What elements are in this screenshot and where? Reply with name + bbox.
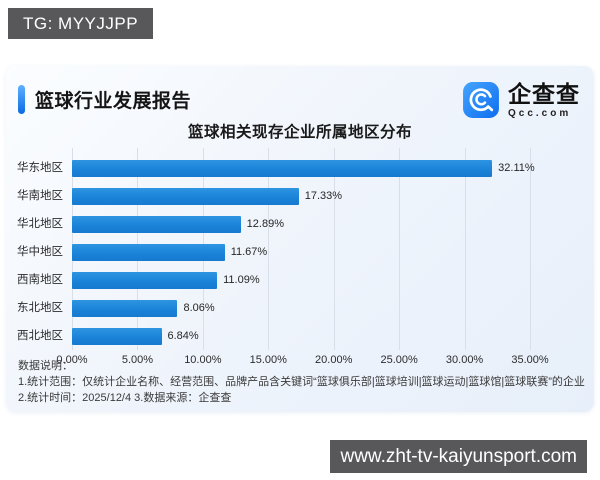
bar-area: 11.67%: [72, 238, 530, 266]
qcc-logo-name: 企查查: [508, 80, 580, 107]
bar-chart: 华东地区 32.11% 华南地区 17.33% 华北地区 12.89% 华中地区 11.67%…: [6, 148, 594, 370]
qcc-magnifier-icon: [463, 82, 499, 118]
x-tick-label: 5.00%: [121, 354, 154, 366]
bar-area: 32.11%: [72, 154, 535, 182]
x-tick-label: 0.00%: [56, 354, 88, 366]
notes-line-2: 2.统计时间：2025/12/4 3.数据来源：企查查: [18, 392, 232, 404]
qcc-logo-text: 企查查 Qcc.com: [508, 82, 580, 119]
bar-value-label: 17.33%: [304, 190, 343, 202]
gridline: [399, 148, 401, 350]
x-tick-label: 15.00%: [249, 354, 287, 366]
bar-value-label: 6.84%: [167, 330, 199, 342]
card-header: 篮球行业发展报告 企查查 Qcc.com: [6, 66, 594, 119]
chart-rows: 华东地区 32.11% 华南地区 17.33% 华北地区 12.89% 华中地区 11.67%…: [6, 154, 535, 350]
bar-area: 8.06%: [72, 294, 530, 322]
notes-line-1: 1.统计范围：仅统计企业名称、经营范围、品牌产品含关键词“篮球俱乐部|篮球培训|…: [18, 376, 585, 388]
bar-row: 华南地区 17.33%: [6, 182, 530, 210]
bar: [72, 215, 241, 233]
bar-row: 华东地区 32.11%: [6, 154, 535, 182]
gridline: [268, 148, 270, 350]
report-title: 篮球行业发展报告: [35, 90, 192, 112]
x-tick-label: 30.00%: [445, 354, 484, 366]
website-watermark: www.zht-tv-kaiyunsport.com: [330, 440, 587, 473]
bar: [72, 187, 299, 205]
chart-x-axis: 0.00% 5.00% 10.00% 15.00% 20.00% 25.00% 30.00%…: [56, 354, 548, 370]
bar-row: 华中地区 11.67%: [6, 238, 530, 266]
bar-value-label: 32.11%: [498, 162, 535, 174]
report-card: 篮球行业发展报告 企查查 Qcc.com 篮球相关现存企业所属地区: [6, 66, 594, 412]
gridline: [530, 148, 531, 350]
category-label: 华北地区: [17, 218, 63, 230]
bar-row: 东北地区 8.06%: [6, 294, 530, 322]
category-label: 东北地区: [17, 302, 63, 314]
x-tick-label: 25.00%: [380, 354, 418, 366]
gridline: [464, 148, 466, 350]
data-notes: 数据说明： 1.统计范围：仅统计企业名称、经营范围、品牌产品含关键词“篮球俱乐部…: [18, 358, 585, 406]
bar-value-label: 11.67%: [230, 246, 268, 258]
qcc-logo-domain: Qcc.com: [508, 107, 572, 119]
category-label: 西北地区: [17, 330, 63, 342]
bar-area: 12.89%: [72, 210, 530, 238]
report-title-group: 篮球行业发展报告: [18, 84, 192, 114]
bar-value-label: 12.89%: [246, 218, 284, 230]
bar-value-label: 11.09%: [223, 274, 260, 286]
bar: [72, 299, 178, 317]
bar: [72, 243, 225, 261]
bar-row: 西南地区 11.09%: [6, 266, 530, 294]
bar-area: 11.09%: [72, 266, 530, 294]
x-tick-label: 20.00%: [315, 354, 353, 366]
bar: [72, 327, 162, 345]
notes-heading: 数据说明：: [18, 360, 73, 372]
bar: [72, 159, 493, 177]
x-tick-label: 35.00%: [511, 354, 549, 366]
qcc-logo: 企查查 Qcc.com: [462, 81, 580, 119]
gridline: [333, 148, 335, 350]
x-tick-label: 10.00%: [184, 354, 222, 366]
chart-title: 篮球相关现存企业所属地区分布: [187, 124, 412, 141]
bar: [72, 271, 218, 289]
category-label: 西南地区: [17, 274, 63, 286]
bar-value-label: 8.06%: [183, 302, 215, 314]
category-label: 华中地区: [17, 246, 63, 258]
category-label: 华南地区: [17, 190, 63, 202]
tg-badge: TG: MYYJJPP: [8, 8, 154, 39]
bar-area: 6.84%: [72, 322, 530, 350]
bar-area: 17.33%: [72, 182, 530, 210]
title-accent-bar: [18, 84, 25, 114]
bar-row: 西北地区 6.84%: [6, 322, 530, 350]
category-label: 华东地区: [17, 162, 63, 174]
bar-row: 华北地区 12.89%: [6, 210, 530, 238]
